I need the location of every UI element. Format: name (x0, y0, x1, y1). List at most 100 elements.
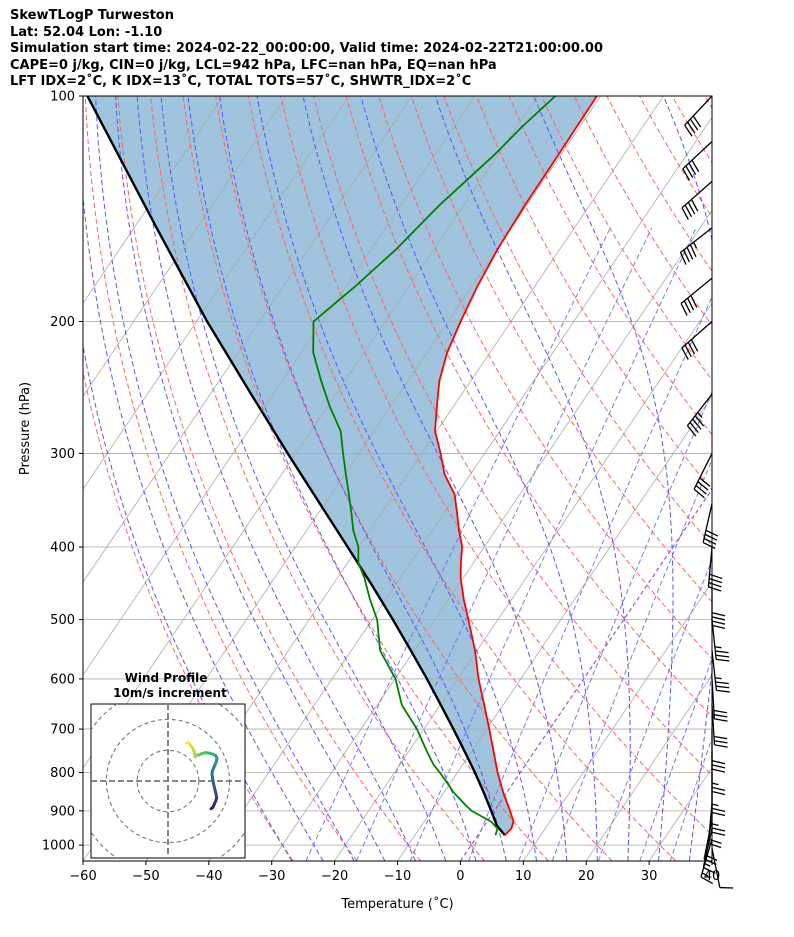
wind-barb-half-flag (701, 872, 709, 877)
profile-lines-layer (86, 96, 598, 836)
wind-barb-flag (689, 421, 699, 434)
mixing-ratio-line (551, 458, 712, 861)
wind-barb (684, 95, 713, 137)
wind-barb-flag (711, 616, 726, 621)
wind-barb-staff (682, 140, 713, 170)
dry-adiabat-line (149, 96, 485, 861)
wind-barb-flag (684, 124, 693, 137)
wind-barb-flag (704, 854, 718, 861)
wind-barb-flag (714, 718, 728, 722)
x-tick-label: 20 (578, 869, 595, 884)
wind-barb-staff (684, 95, 713, 126)
wind-barb-flag (711, 612, 726, 617)
hodograph-title: Wind Profile (125, 671, 208, 685)
wind-barb-flag (715, 681, 729, 685)
wind-barb-staff (700, 838, 713, 878)
wind-barb-flag (703, 537, 717, 545)
moist-adiabat-line (83, 343, 293, 861)
x-tick-label: 0 (456, 869, 464, 884)
y-tick-label: 200 (50, 315, 75, 330)
mixing-ratio-line (669, 736, 712, 861)
x-axis-label: Temperature (˚C) (340, 896, 453, 912)
wind-barb-staff (711, 848, 721, 888)
y-tick-label: 1000 (42, 839, 75, 854)
y-tick-label: 300 (50, 447, 75, 462)
wind-barb-flag (694, 415, 705, 427)
background-lines-layer (83, 96, 794, 861)
wind-barb-half-flag (714, 646, 722, 649)
moist-adiabat-line (256, 96, 538, 861)
moist-adiabat-line (115, 96, 386, 861)
wind-barb-flag (692, 418, 702, 430)
dry-adiabat-line (704, 96, 712, 110)
wind-barb-flag (714, 744, 728, 748)
wind-barb (711, 751, 726, 796)
x-tick-label: −20 (321, 869, 348, 884)
wind-barb-flag (686, 121, 696, 134)
x-tick-label: −60 (69, 869, 96, 884)
wind-barb-flag (708, 577, 723, 584)
dry-adiabat-line (247, 96, 677, 861)
wind-barb (703, 819, 718, 866)
wind-barb-flag (714, 740, 728, 744)
moist-adiabat-line (533, 96, 674, 861)
wind-barb-flag (711, 831, 726, 836)
axes-layer: −60 −50 −40 −30 −20 −10 0 10 20 30 40 1000 900 800 700… (18, 90, 720, 913)
wind-barb-flag (711, 624, 726, 629)
wind-barb-flag (684, 344, 692, 358)
parcel-line (86, 96, 506, 836)
x-tick-label: −50 (132, 869, 159, 884)
dry-adiabat-line (280, 96, 712, 836)
isotherm-line (334, 302, 712, 861)
wind-barb-flag (683, 249, 690, 263)
temperature-line (434, 96, 598, 836)
moist-adiabat-line (662, 96, 712, 861)
isotherm-line (397, 395, 712, 861)
mixing-ratio-line (518, 390, 712, 861)
wind-barb-staff (681, 180, 713, 209)
wind-barb-flag (713, 714, 728, 718)
parcel-shade-layer (87, 96, 597, 836)
wind-barb-flag (716, 658, 730, 662)
x-tick-label: −40 (195, 869, 222, 884)
wind-barb-flag (687, 201, 696, 215)
wind-barb (680, 277, 713, 316)
wind-barb-flag (686, 425, 697, 437)
mixing-ratio-line (355, 227, 653, 861)
wind-barb (681, 321, 713, 360)
isotherm-line (83, 96, 287, 397)
hodograph-ring (136, 749, 200, 813)
wind-barb-flag (711, 827, 726, 832)
wind-barb-flag (709, 573, 723, 580)
wind-barb-flag (708, 582, 722, 588)
wind-barb-flag (703, 858, 717, 866)
dry-adiabat-line (345, 96, 712, 718)
wind-barb-staff (707, 546, 713, 587)
wind-barb-flag (708, 586, 722, 592)
wind-barb-flag (702, 541, 716, 549)
wind-barb-staff (693, 453, 713, 490)
wind-barb-half-flag (711, 803, 719, 807)
isotherm-line (522, 581, 712, 861)
wind-barb-flag (697, 481, 709, 491)
wind-barb-flag (693, 488, 705, 499)
isotherm-line (83, 96, 476, 676)
wind-barb-flag (685, 165, 694, 178)
moist-adiabat-line (720, 96, 794, 861)
isotherm-line (83, 96, 224, 304)
x-tick-label: 30 (641, 869, 658, 884)
dry-adiabat-line (378, 96, 712, 660)
wind-barb-half-flag (703, 862, 711, 867)
wind-barb-flag (715, 685, 730, 689)
wind-barb-flag (681, 207, 689, 220)
wind-barb-flag (715, 654, 730, 658)
wind-barb-flag (704, 533, 718, 541)
y-tick-label: 100 (50, 90, 75, 105)
hodograph-plot-area (91, 704, 245, 858)
mixing-ratio-line (305, 227, 611, 861)
wind-barb-flag (700, 876, 714, 885)
wind-barb (700, 838, 714, 885)
wind-barb-flag (716, 689, 730, 693)
wind-barb-flag (690, 199, 699, 212)
